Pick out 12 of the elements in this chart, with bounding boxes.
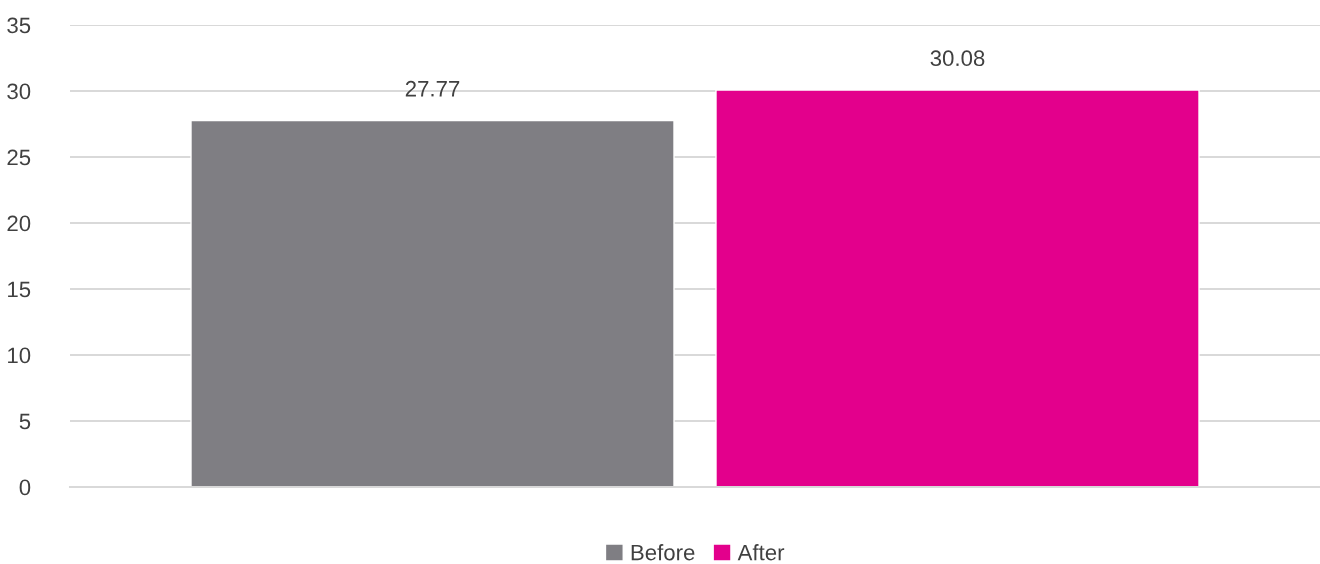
y-tick-label: 0: [19, 479, 31, 496]
y-tick-label: 35: [7, 17, 31, 34]
legend-label: Before: [631, 544, 695, 561]
y-tick-label: 25: [7, 149, 31, 166]
data-label: 27.77: [405, 80, 460, 97]
y-tick-label: 5: [19, 413, 31, 430]
y-tick-label: 15: [8, 281, 31, 298]
y-tick-label: 20: [7, 215, 31, 232]
legend-label: After: [737, 544, 785, 561]
y-tick-label: 30: [7, 83, 31, 100]
data-label: 30.08: [930, 50, 985, 67]
y-tick-label: 10: [8, 347, 31, 364]
